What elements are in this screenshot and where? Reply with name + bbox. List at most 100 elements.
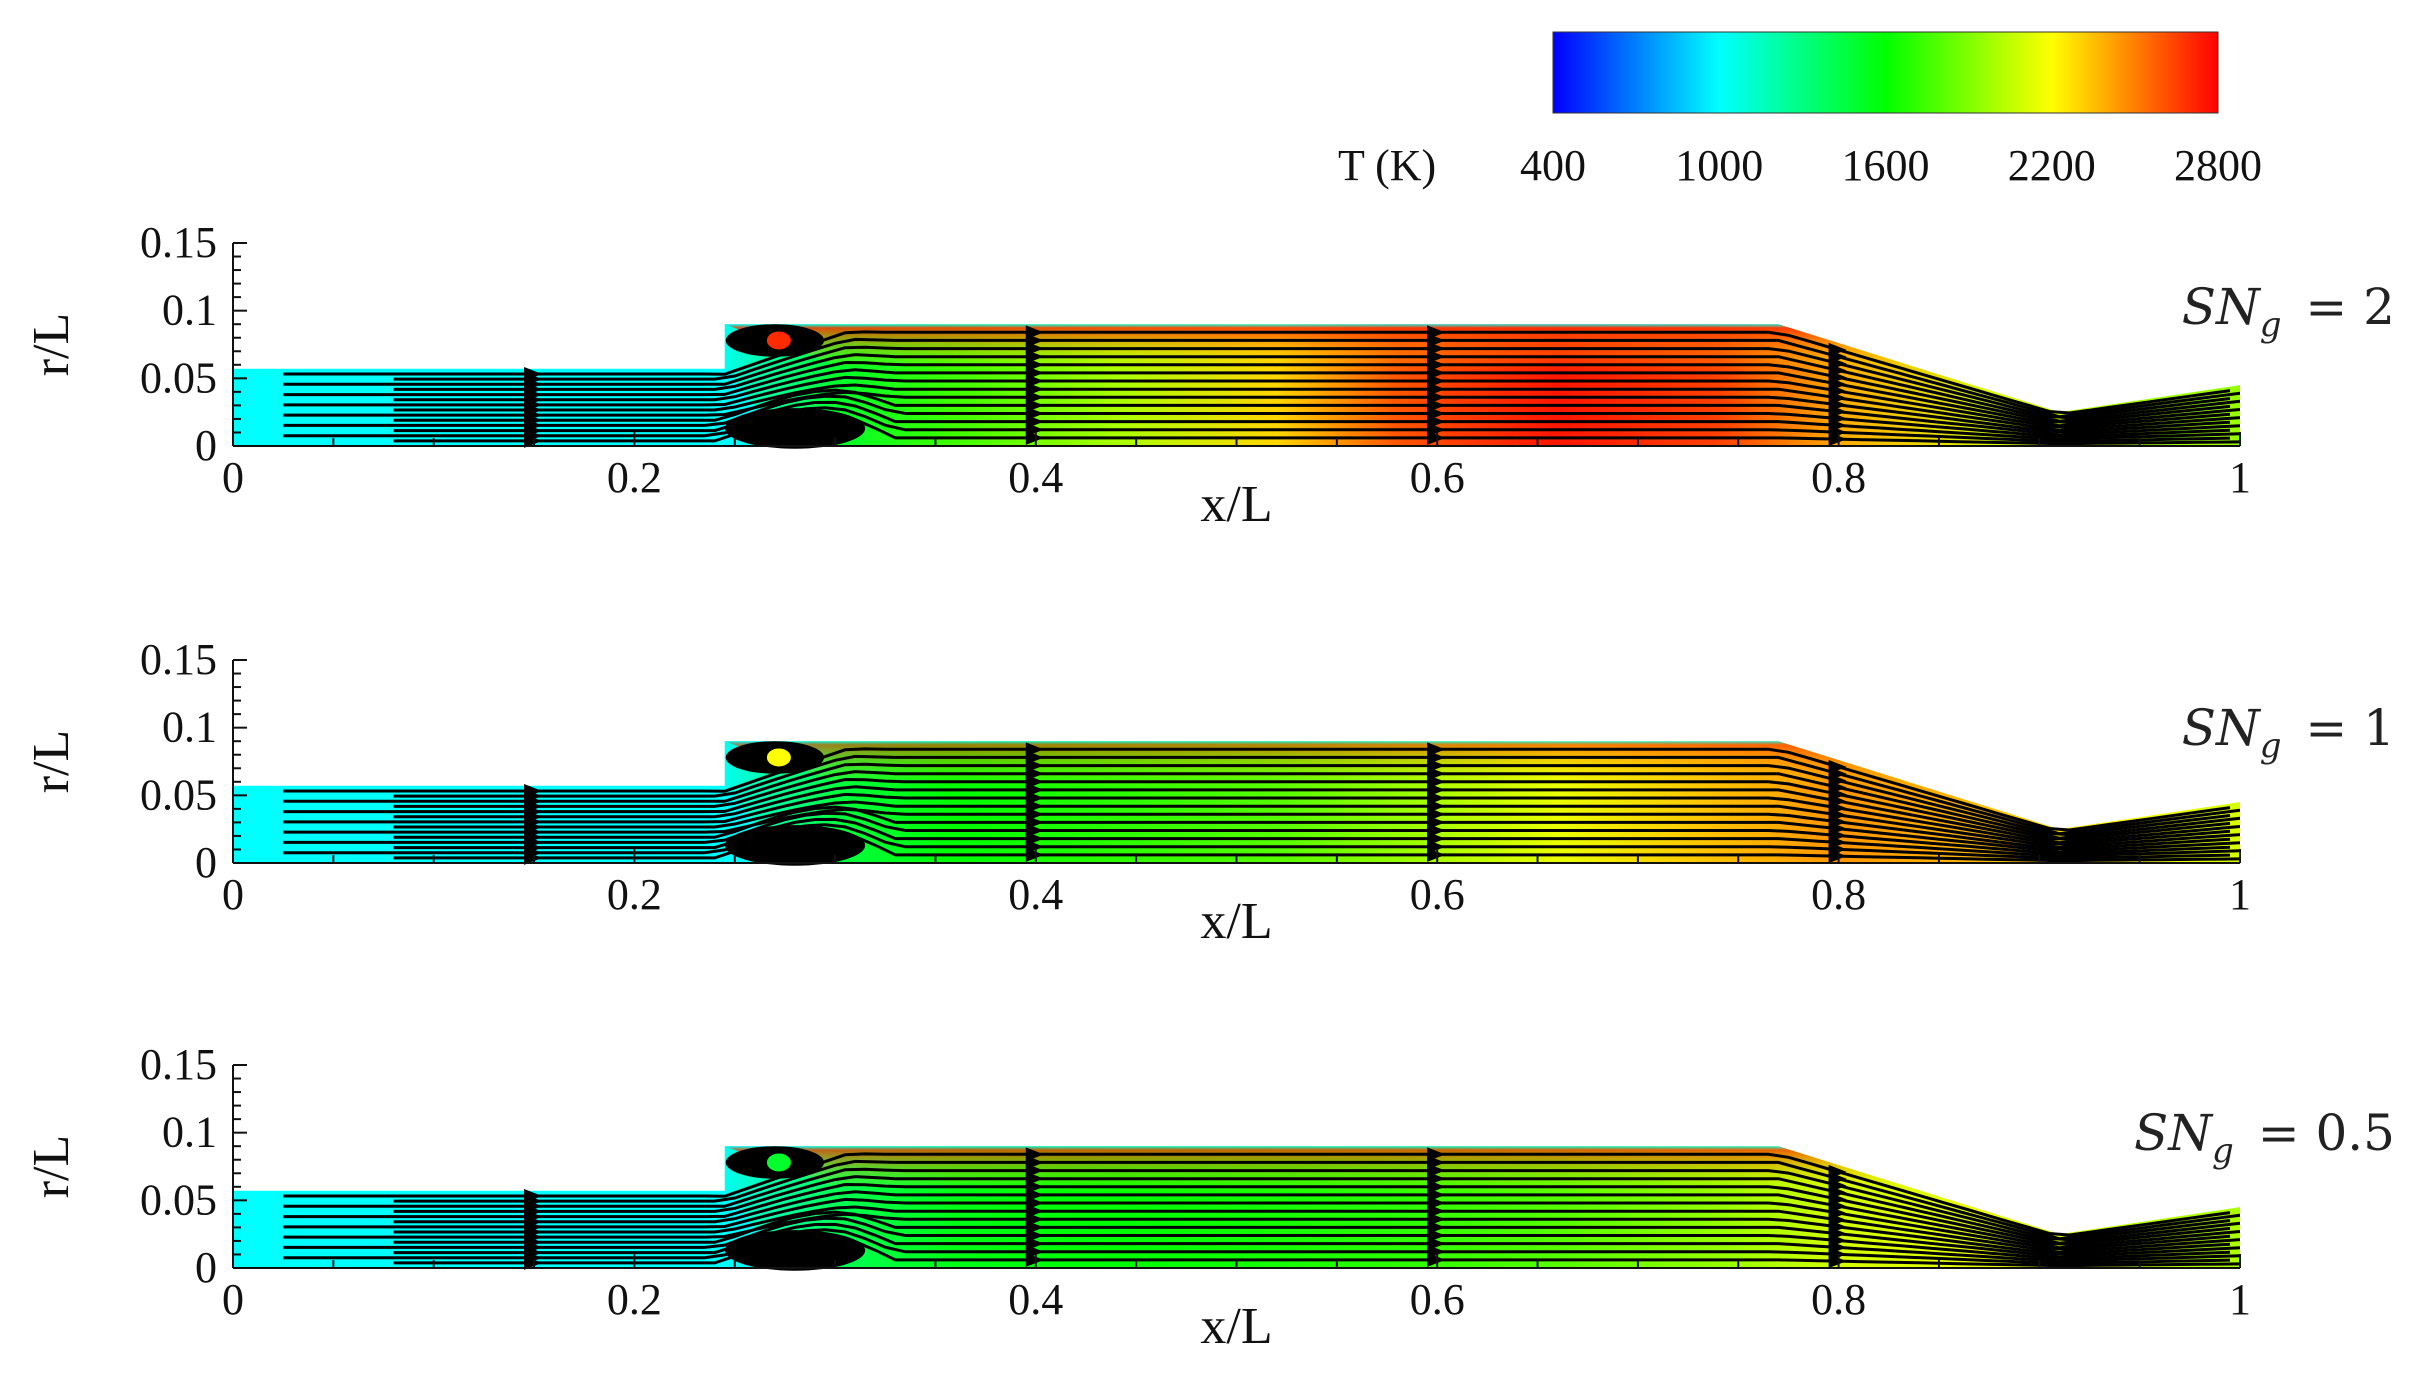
x-tick-label: 0 (222, 453, 244, 502)
streamline (393, 1222, 2241, 1263)
streamline (283, 360, 2231, 424)
y-tick-label: 0.05 (140, 770, 217, 819)
y-tick-label: 0 (195, 1243, 217, 1292)
x-tick-label: 0.2 (607, 453, 662, 502)
streamline (283, 1216, 2231, 1261)
x-tick-label: 0.4 (1008, 453, 1063, 502)
streamline (393, 1175, 2241, 1245)
streamline (283, 1182, 2231, 1246)
axes (232, 1064, 2241, 1269)
streamline (283, 811, 2231, 856)
streamline (283, 1197, 2231, 1251)
streamline (393, 800, 2241, 849)
colorbar: T (K) 400 1000 1600 2200 2800 (1338, 31, 2262, 190)
streamline-arrow (1025, 742, 1044, 757)
streamlines (283, 1147, 2241, 1270)
streamline (283, 345, 2231, 420)
centerline-vortex (724, 825, 866, 866)
parameter-label: SNg = 1 (2182, 699, 2395, 766)
streamline-arrow (1025, 325, 1044, 340)
streamline (393, 400, 2241, 441)
streamline (393, 1233, 2241, 1268)
y-tick-label: 0.1 (162, 1108, 217, 1157)
streamline (393, 337, 2241, 419)
parameter-label: SNg = 0.5 (2134, 1104, 2395, 1171)
streamline-arrow (1427, 1147, 1446, 1162)
streamline-arrow (1828, 759, 1847, 774)
y-tick-label: 0.1 (162, 703, 217, 752)
streamline (393, 805, 2241, 854)
streamline (393, 353, 2241, 423)
x-tick-label: 0.8 (1811, 870, 1866, 919)
streamline (283, 1228, 2231, 1265)
x-axis-label: x/L (1200, 1298, 1272, 1355)
x-tick-label: 0 (222, 1275, 244, 1324)
y-axis-label: r/L (23, 1135, 80, 1199)
y-tick-label: 0.05 (140, 1175, 217, 1224)
streamline (393, 754, 2241, 836)
x-tick-label: 0.6 (1410, 453, 1465, 502)
x-tick-label: 0.6 (1410, 1275, 1465, 1324)
streamline (393, 1210, 2241, 1259)
x-tick-label: 0.4 (1008, 1275, 1063, 1324)
streamline (283, 807, 2231, 851)
streamline (393, 1159, 2241, 1241)
x-tick-label: 0.2 (607, 870, 662, 919)
panel: 0 0.2 0.4 0.6 0.8 1 0 0.05 0.1 0.15 x/L r/L SNg = 2 (23, 218, 2395, 533)
panel: 0 0.2 0.4 0.6 0.8 1 0 0.05 0.1 0.15 x/L r/L SNg = 1 (23, 635, 2395, 950)
centerline-vortex (724, 1230, 866, 1271)
streamline (283, 777, 2231, 841)
streamline (283, 1212, 2231, 1256)
streamline (283, 747, 2231, 832)
y-tick-label: 0.15 (140, 635, 217, 684)
streamline-arrow (524, 1189, 543, 1204)
streamline-arrow (1427, 325, 1446, 340)
colorbar-tick-label: 2200 (2008, 141, 2096, 190)
streamline (393, 785, 2241, 845)
x-tick-label: 0.6 (1410, 870, 1465, 919)
colorbar-label: T (K) (1338, 141, 1436, 190)
streamline (393, 1205, 2241, 1254)
streamline (393, 388, 2241, 437)
y-tick-label: 0 (195, 421, 217, 470)
streamline (283, 390, 2231, 434)
streamline (283, 406, 2231, 443)
x-tick-label: 0 (222, 870, 244, 919)
parameter-label: SNg = 2 (2182, 278, 2395, 345)
streamline (393, 411, 2241, 446)
streamline (283, 394, 2231, 439)
y-tick-label: 0 (195, 838, 217, 887)
streamline (393, 1190, 2241, 1250)
x-tick-label: 1 (2229, 870, 2251, 919)
recirculation-zones (724, 1146, 866, 1271)
streamline (283, 823, 2231, 860)
streamline (283, 330, 2231, 415)
hot-shear-layer (724, 1146, 2060, 1255)
colorbar-tick-label: 1600 (1842, 141, 1930, 190)
streamline-arrow (1828, 342, 1847, 357)
streamline (393, 817, 2241, 858)
recirculation-zones (724, 741, 866, 866)
corner-vortex-core (766, 1153, 791, 1172)
y-tick-label: 0.05 (140, 353, 217, 402)
streamline-arrow (1427, 742, 1446, 757)
streamline-arrow (1025, 1147, 1044, 1162)
streamline (283, 375, 2231, 429)
colorbar-gradient (1552, 31, 2219, 114)
streamline (393, 368, 2241, 428)
x-axis-label: x/L (1200, 476, 1272, 533)
streamline-arrow (524, 367, 543, 382)
colorbar-tick-label: 400 (1520, 141, 1586, 190)
x-tick-label: 1 (2229, 1275, 2251, 1324)
axes (232, 659, 2241, 864)
y-tick-label: 0.1 (162, 286, 217, 335)
hot-shear-layer (724, 324, 2060, 433)
streamline-arrow (1828, 1164, 1847, 1179)
streamline-arrow (524, 784, 543, 799)
streamline (283, 762, 2231, 837)
x-tick-label: 0.2 (607, 1275, 662, 1324)
streamline (393, 828, 2241, 863)
streamlines (283, 742, 2241, 865)
x-tick-label: 0.8 (1811, 1275, 1866, 1324)
